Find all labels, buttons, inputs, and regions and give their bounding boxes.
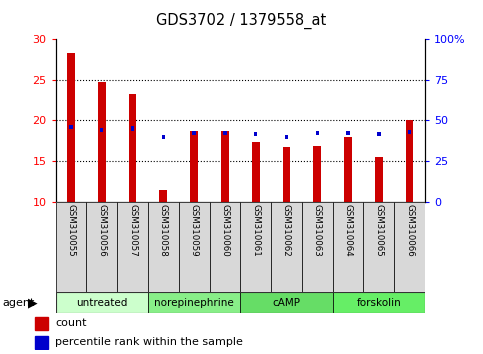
Bar [283, 147, 290, 202]
Bar [128, 94, 136, 202]
Bar [302, 202, 333, 292]
Bar [69, 125, 72, 129]
Text: GSM310064: GSM310064 [343, 205, 353, 257]
Bar [159, 190, 167, 202]
Text: GSM310061: GSM310061 [251, 205, 260, 257]
Bar [346, 131, 350, 135]
Text: GSM310062: GSM310062 [282, 205, 291, 257]
Text: ▶: ▶ [28, 296, 38, 309]
Bar [162, 135, 165, 139]
Bar [285, 135, 288, 139]
Bar [406, 120, 413, 202]
Bar [210, 202, 240, 292]
Bar [56, 202, 86, 292]
Bar [131, 126, 134, 131]
Text: cAMP: cAMP [272, 298, 300, 308]
Bar [394, 202, 425, 292]
Text: agent: agent [2, 298, 35, 308]
Bar [333, 202, 364, 292]
Bar [35, 336, 48, 349]
Text: GSM310060: GSM310060 [220, 205, 229, 257]
Bar [67, 53, 75, 202]
Text: GSM310056: GSM310056 [97, 205, 106, 257]
Text: GSM310059: GSM310059 [190, 205, 199, 257]
Bar [408, 130, 412, 134]
Text: forskolin: forskolin [356, 298, 401, 308]
Bar [271, 202, 302, 292]
Bar [98, 82, 106, 202]
Bar [192, 131, 196, 136]
Text: GSM310066: GSM310066 [405, 205, 414, 257]
Bar [190, 131, 198, 202]
Text: norepinephrine: norepinephrine [154, 298, 234, 308]
Text: GSM310058: GSM310058 [159, 205, 168, 257]
Bar [179, 202, 210, 292]
Bar [100, 128, 103, 132]
Text: percentile rank within the sample: percentile rank within the sample [55, 337, 243, 347]
Bar [148, 292, 241, 313]
Text: untreated: untreated [76, 298, 128, 308]
Bar [313, 147, 321, 202]
Bar [86, 202, 117, 292]
Bar [364, 202, 394, 292]
Bar [223, 131, 227, 136]
Bar [333, 292, 425, 313]
Text: GSM310065: GSM310065 [374, 205, 384, 257]
Bar [254, 132, 257, 136]
Bar [315, 131, 319, 136]
Text: GSM310057: GSM310057 [128, 205, 137, 257]
Bar [344, 137, 352, 202]
Bar [35, 317, 48, 330]
Bar [221, 131, 229, 202]
Text: GDS3702 / 1379558_at: GDS3702 / 1379558_at [156, 12, 327, 29]
Bar [377, 132, 381, 136]
Bar [117, 202, 148, 292]
Bar [240, 292, 333, 313]
Bar [56, 292, 148, 313]
Bar [148, 202, 179, 292]
Text: count: count [55, 318, 86, 328]
Bar [375, 157, 383, 202]
Bar [240, 202, 271, 292]
Text: GSM310055: GSM310055 [67, 205, 75, 257]
Text: GSM310063: GSM310063 [313, 205, 322, 257]
Bar [252, 142, 259, 202]
